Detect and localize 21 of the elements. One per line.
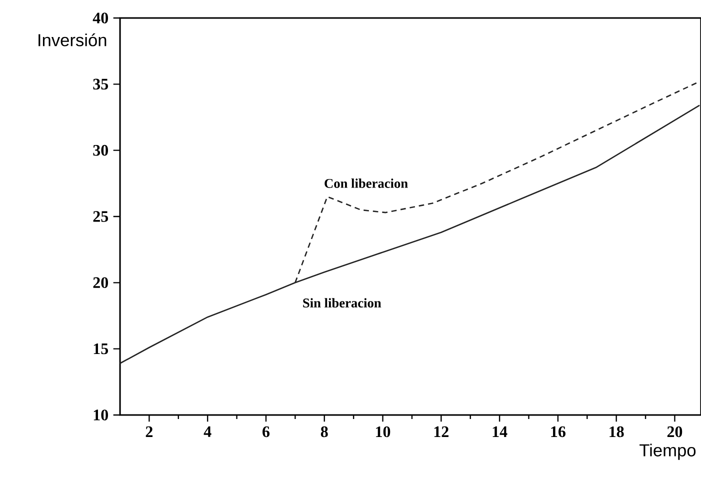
x-tick-label: 20 — [667, 426, 682, 438]
y-axis-title: Inversión — [38, 33, 106, 46]
y-tick-label: 15 — [94, 343, 108, 354]
x-tick-label: 18 — [610, 426, 624, 438]
y-tick-label: 20 — [93, 277, 108, 288]
y-tick-label: 40 — [92, 12, 108, 24]
x-tick-label: 14 — [492, 426, 508, 437]
y-tick-label: 35 — [93, 78, 108, 90]
series-label: Con liberacion — [324, 178, 408, 188]
y-tick-label: 25 — [93, 211, 108, 222]
x-tick-label: 6 — [262, 426, 270, 438]
y-tick-label: 30 — [93, 144, 108, 156]
x-axis-title: Tiempo — [640, 444, 696, 460]
series-label: Sin liberacion — [303, 298, 382, 308]
x-tick-label: 2 — [146, 426, 153, 437]
x-tick-label: 4 — [204, 426, 212, 437]
x-tick-label: 10 — [376, 426, 390, 438]
x-tick-label: 8 — [320, 426, 328, 438]
x-tick-label: 12 — [434, 426, 448, 437]
y-tick-label: 10 — [94, 410, 108, 420]
x-tick-label: 16 — [551, 426, 566, 438]
